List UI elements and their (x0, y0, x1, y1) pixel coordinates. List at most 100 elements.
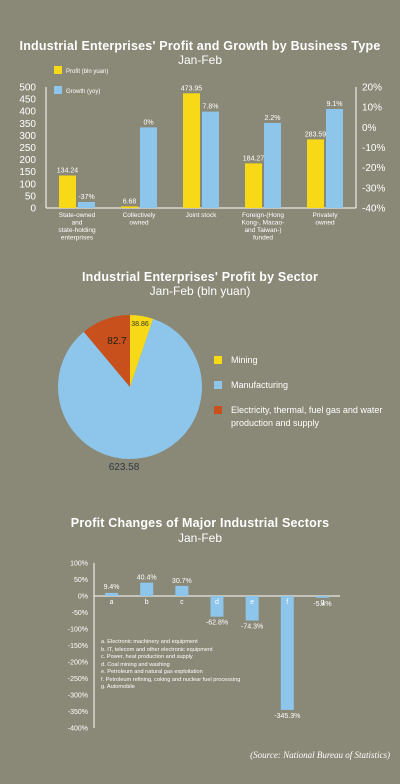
chart1-title: Industrial Enterprises' Profit and Growt… (19, 39, 381, 53)
left-tick-label: 400 (19, 107, 36, 118)
y-tick-label: -400% (68, 726, 88, 733)
left-tick-label: 450 (19, 95, 36, 106)
sector-data-label: -74.3% (241, 624, 263, 631)
profit-bar (245, 163, 262, 208)
legend-label-manufacturing: Manufacturing (231, 380, 289, 390)
pie-slice (130, 315, 154, 387)
legend-item-manufacturing: Manufacturing (214, 379, 288, 392)
category-label: Collectively owned (123, 212, 157, 227)
note-item: b. IT, telecom and other electronic equi… (101, 646, 213, 653)
left-tick-label: 50 (25, 191, 37, 202)
profit-bar (183, 93, 200, 208)
sector-data-label: 40.4% (137, 575, 157, 582)
legend-swatch-utilities (214, 406, 222, 414)
left-tick-label: 250 (19, 143, 36, 154)
y-tick-label: 50% (74, 577, 88, 584)
chart1-subtitle: Jan-Feb (177, 53, 223, 67)
growth-data-label: 0% (143, 119, 153, 126)
pie-value-label: 82.7 (107, 336, 127, 347)
note-item: c. Power, heat production and supply (101, 654, 193, 660)
sector-notes: a. Electronic machinery and equipment b.… (101, 639, 240, 692)
right-tick-label: -30% (362, 183, 385, 194)
profit-bar (59, 175, 76, 208)
legend-label-profit: Profit (bln yuan) (66, 69, 108, 75)
legend-label-growth: Growth (yoy) (66, 89, 100, 95)
y-tick-label: -100% (68, 627, 88, 634)
category-label: Joint stock (186, 212, 217, 219)
legend-swatch-profit (54, 66, 62, 74)
growth-data-label: 7.8% (203, 104, 219, 111)
legend-label-mining: Mining (231, 355, 258, 365)
category-letter: c (180, 599, 184, 606)
y-tick-label: -350% (68, 709, 88, 716)
legend-item-mining: Mining (214, 354, 258, 367)
profit-data-label: 473.95 (181, 85, 203, 92)
left-tick-label: 300 (19, 131, 36, 142)
chart3-subtitle: Jan-Feb (177, 531, 223, 545)
sector-pie-chart: 38.86 623.58 82.7 (58, 315, 203, 473)
category-label: State-owned and state-holding enterprises (58, 212, 96, 242)
sector-bar (245, 596, 259, 621)
growth-bar (202, 111, 219, 208)
source-note: (Source: National Bureau of Statistics) (250, 750, 390, 760)
left-tick-label: 100 (19, 179, 36, 190)
growth-bar (140, 127, 157, 208)
pie-value-label: 38.86 (131, 321, 149, 328)
sector-bar (280, 596, 294, 710)
category-letter: g (320, 599, 324, 606)
chart2-subtitle: Jan-Feb (bln yuan) (149, 284, 251, 298)
profit-data-label: 134.24 (57, 168, 79, 175)
sector-change-chart: 100% 50% 0% -50% -100% -150% -200% -250% -300% -3… (68, 561, 340, 733)
sector-bar (315, 596, 329, 598)
left-tick-label: 0 (30, 204, 36, 215)
growth-bar (78, 201, 95, 208)
profit-bar (307, 139, 324, 208)
sector-bar (140, 582, 154, 596)
growth-bar (326, 108, 343, 208)
y-tick-label: -250% (68, 676, 88, 683)
sector-bar (175, 585, 189, 596)
category-letter: d (215, 599, 219, 606)
y-tick-label: -200% (68, 660, 88, 667)
category-label: Privately owned (313, 212, 339, 227)
sector-data-label: 9.4% (104, 584, 120, 591)
legend-swatch-manufacturing (214, 381, 222, 389)
profit-data-label: 184.27 (243, 155, 265, 162)
category-label: Foreign-(Hong Kong-, Macao-and Taiwan-) fu… (242, 212, 285, 242)
profit-data-label: 6.68 (123, 198, 137, 205)
legend-item-utilities: Electricity, thermal, fuel gas and water… (214, 404, 390, 430)
growth-data-label: -37% (78, 194, 94, 201)
chart3-title: Profit Changes of Major Industrial Secto… (70, 516, 330, 530)
pie-slice (83, 315, 130, 387)
note-item: d. Coal mining and washing (101, 661, 170, 668)
chart2-title: Industrial Enterprises' Profit by Sector (81, 270, 319, 284)
y-tick-label: -300% (68, 693, 88, 700)
left-tick-label: 350 (19, 119, 36, 130)
right-tick-label: -40% (362, 204, 385, 215)
pie-slice (58, 318, 203, 459)
growth-data-label: 9.1% (327, 101, 343, 108)
pie-value-label: 623.58 (109, 462, 140, 473)
note-item: e. Petroleum and natural gas exploitatio… (101, 669, 203, 675)
profit-bar (121, 206, 138, 208)
note-item: g. Automobile (101, 684, 135, 690)
y-tick-label: -50% (72, 610, 88, 617)
left-tick-label: 150 (19, 167, 36, 178)
category-letter: a (110, 599, 114, 606)
category-letter: e (250, 599, 254, 606)
sector-bar (210, 596, 224, 617)
right-tick-label: -10% (362, 143, 385, 154)
sector-data-label: -62.8% (206, 620, 228, 627)
legend-swatch-growth (54, 86, 62, 94)
y-tick-label: -150% (68, 643, 88, 650)
right-tick-label: 10% (362, 103, 382, 114)
y-tick-label: 100% (70, 561, 88, 568)
category-letter: b (145, 599, 149, 606)
note-item: f. Petroleum refining, coking and nuclea… (101, 676, 241, 683)
sector-data-label: -5.4% (313, 601, 331, 608)
category-letter: f (286, 599, 288, 606)
growth-data-label: 2.2% (265, 115, 281, 122)
y-tick-label: 0% (78, 594, 88, 601)
note-item: a. Electronic machinery and equipment (101, 639, 198, 645)
